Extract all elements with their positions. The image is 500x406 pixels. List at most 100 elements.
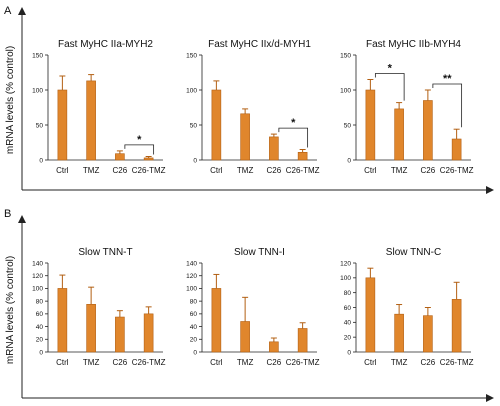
y-tick-label: 60 (190, 311, 198, 318)
y-tick-label: 60 (36, 311, 44, 318)
bar-tmz (86, 304, 96, 353)
bar-tmz (86, 80, 96, 161)
category-label: C26-TMZ (132, 166, 166, 175)
bar-c26 (269, 136, 279, 161)
bar-tmz (240, 321, 250, 353)
y-tick-label: 100 (340, 87, 351, 94)
y-tick-label: 120 (186, 273, 197, 280)
chart-title: Fast MyHC IIb-MYH4 (366, 39, 461, 50)
y-tick-label: 80 (190, 298, 198, 305)
y-tick-label: 140 (186, 260, 197, 267)
bar-c26-tmz (143, 313, 154, 353)
category-label: C26-TMZ (440, 358, 474, 367)
y-tick-label: 100 (32, 87, 43, 94)
category-label: C26-TMZ (286, 166, 320, 175)
bar-tmz (394, 313, 404, 353)
bar-c26 (115, 316, 125, 353)
category-label: C26 (267, 166, 282, 175)
bar-ctrl (365, 277, 376, 353)
panel-b-letter: B (4, 208, 11, 220)
panel-a: A mRNA levels (% control) (4, 5, 494, 194)
category-label: C26 (113, 358, 128, 367)
category-label: C26 (421, 358, 436, 367)
significance-label: * (388, 63, 393, 75)
y-tick-label: 20 (190, 337, 198, 344)
chart-title: Slow TNN-C (386, 247, 441, 258)
category-label: C26-TMZ (132, 358, 166, 367)
category-label: TMZ (237, 358, 254, 367)
category-label: Ctrl (210, 166, 223, 175)
y-tick-label: 120 (32, 273, 43, 280)
y-tick-label: 100 (186, 87, 197, 94)
category-label: TMZ (83, 166, 100, 175)
significance-label: ** (443, 73, 452, 85)
y-tick-label: 80 (36, 298, 44, 305)
y-tick-label: 150 (340, 52, 351, 59)
chart-slow-tnni: Slow TNN-I 0 20 40 60 80 100 120 140 Ctrl TMZ C26 C2… (186, 247, 319, 367)
bar-c26-tmz (451, 299, 462, 353)
y-tick-label: 0 (39, 157, 43, 164)
y-tick-label: 150 (186, 52, 197, 59)
chart-title: Slow TNN-I (234, 247, 285, 258)
panel-a-y-label: mRNA levels (% control) (5, 46, 16, 154)
category-label: C26 (267, 358, 282, 367)
chart-fast-myh2: Fast MyHC IIa-MYH2 0 50 100 150 Ctrl TMZ C26 C26… (32, 39, 165, 175)
category-label: Ctrl (56, 358, 69, 367)
chart-title: Fast MyHC IIa-MYH2 (58, 39, 153, 50)
bar-c26 (423, 315, 433, 353)
category-label: C26 (421, 166, 436, 175)
y-tick-label: 100 (340, 275, 351, 282)
bar-c26 (115, 153, 125, 161)
significance-bracket (432, 83, 463, 128)
bar-ctrl (57, 288, 68, 353)
y-tick-label: 140 (32, 260, 43, 267)
y-tick-label: 0 (347, 349, 351, 356)
y-tick-label: 120 (340, 260, 351, 267)
bar-c26-tmz (451, 138, 462, 161)
significance-bracket (124, 144, 155, 155)
panel-a-letter: A (4, 5, 12, 17)
y-tick-label: 40 (190, 324, 198, 331)
category-label: TMZ (237, 166, 254, 175)
category-label: TMZ (391, 358, 408, 367)
y-tick-label: 60 (344, 305, 352, 312)
chart-slow-tnnc: Slow TNN-C 0 20 40 60 80 100 120 Ctrl TMZ C26 C26-T… (340, 247, 473, 367)
y-tick-label: 40 (36, 324, 44, 331)
y-tick-label: 50 (190, 122, 198, 129)
significance-label: * (291, 117, 296, 129)
category-label: Ctrl (56, 166, 69, 175)
y-tick-label: 50 (344, 122, 352, 129)
category-label: TMZ (391, 166, 408, 175)
category-label: C26-TMZ (440, 166, 474, 175)
y-tick-label: 0 (39, 349, 43, 356)
chart-title: Fast MyHC IIx/d-MYH1 (208, 39, 311, 50)
y-tick-label: 100 (32, 286, 43, 293)
bar-c26-tmz (143, 157, 154, 161)
y-tick-label: 40 (344, 320, 352, 327)
bar-c26 (269, 341, 279, 353)
significance-bracket (374, 73, 405, 101)
bar-ctrl (365, 89, 376, 161)
bar-c26-tmz (297, 328, 308, 353)
panel-b-y-label: mRNA levels (% control) (5, 256, 16, 364)
chart-fast-myh4: Fast MyHC IIb-MYH4 0 50 100 150 Ctrl TMZ C26 C26… (340, 39, 473, 175)
y-tick-label: 50 (36, 122, 44, 129)
bar-ctrl (211, 89, 222, 161)
y-tick-label: 20 (36, 337, 44, 344)
bar-ctrl (211, 288, 222, 353)
significance-label: * (137, 134, 142, 146)
chart-title: Slow TNN-T (78, 247, 132, 258)
y-tick-label: 0 (347, 157, 351, 164)
category-label: Ctrl (364, 358, 377, 367)
bar-c26 (423, 100, 433, 161)
y-tick-label: 80 (344, 290, 352, 297)
y-tick-label: 150 (32, 52, 43, 59)
bar-tmz (240, 113, 250, 161)
category-label: Ctrl (210, 358, 223, 367)
category-label: Ctrl (364, 166, 377, 175)
chart-fast-myh1: Fast MyHC IIx/d-MYH1 0 50 100 150 Ctrl TMZ C26 C… (186, 39, 319, 175)
panel-b: B mRNA levels (% control) (4, 208, 494, 402)
y-tick-label: 20 (344, 334, 352, 341)
bar-tmz (394, 108, 404, 161)
